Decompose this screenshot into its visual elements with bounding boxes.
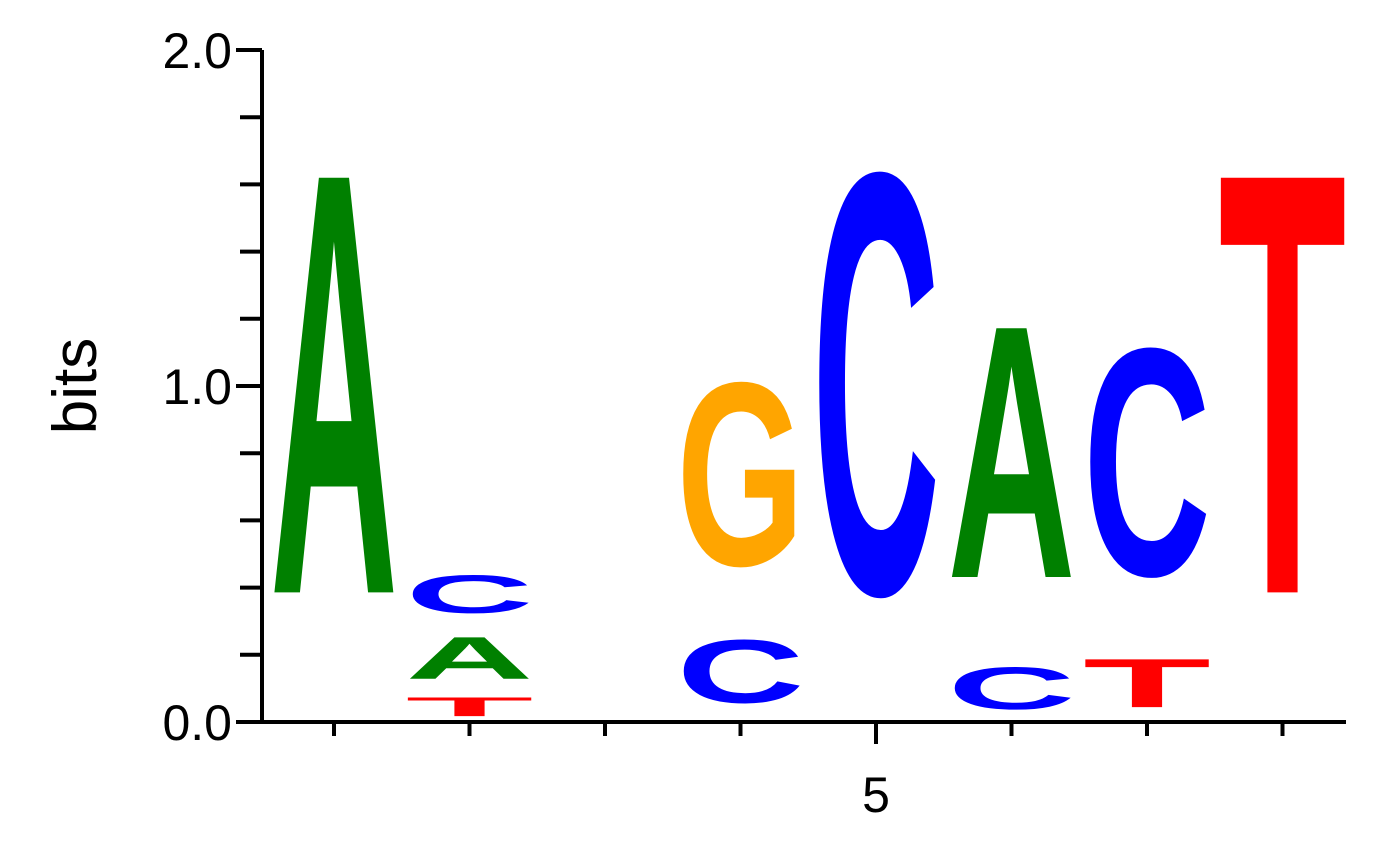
letter-C-pos-6: C	[948, 655, 1076, 722]
letter-T-pos-7: T	[1083, 645, 1211, 722]
letter-A-pos-2: A	[406, 625, 534, 692]
letter-A-pos-1: A	[270, 48, 398, 721]
letter-C-pos-5: C	[812, 48, 940, 721]
x-tick-label: 5	[862, 767, 890, 823]
y-tick-label: 2.0	[162, 23, 232, 79]
stack-position-1: A	[270, 48, 398, 721]
letter-A-pos-6: A	[948, 251, 1076, 655]
letter-G-pos-4: G	[677, 329, 805, 621]
letter-C-pos-7: C	[1083, 280, 1211, 644]
stack-position-8: T	[1219, 47, 1347, 720]
y-axis-label: bits	[41, 338, 110, 434]
y-tick-label: 1.0	[162, 359, 232, 415]
stack-position-4: CG	[677, 329, 805, 722]
y-tick-label: 0.0	[162, 695, 232, 751]
y-ticks: 0.0 1.0 2.0	[162, 23, 262, 751]
letter-T-pos-2: T	[406, 692, 534, 722]
letter-C-pos-2: C	[406, 564, 534, 625]
stack-position-7: TC	[1083, 280, 1211, 722]
letter-C-pos-4: C	[677, 621, 805, 722]
letter-T-pos-8: T	[1219, 47, 1347, 720]
x-ticks: 5	[332, 722, 1285, 823]
stack-position-5: C	[812, 48, 940, 721]
stack-position-2: TAC	[406, 564, 534, 722]
axes: 0.0 1.0 2.0 5 bits	[41, 23, 1346, 823]
stack-position-6: CA	[948, 251, 1076, 723]
